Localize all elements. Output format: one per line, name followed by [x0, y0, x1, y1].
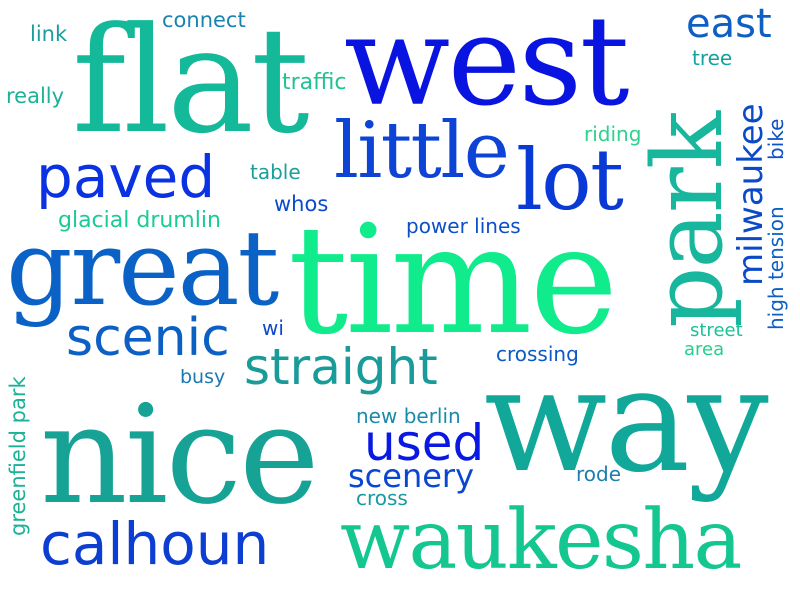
word-crossing: crossing [496, 342, 579, 366]
word-riding: riding [584, 122, 642, 146]
word-straight: straight [244, 338, 438, 396]
word-flat: flat [72, 0, 310, 166]
word-nice: nice [40, 377, 320, 535]
word-link: link [30, 22, 68, 46]
word-park: park [632, 112, 744, 328]
word-way: way [484, 336, 769, 504]
word-area: area [684, 339, 725, 360]
word-busy: busy [180, 366, 226, 388]
word-lot: lot [516, 131, 624, 229]
word-tree: tree [692, 46, 733, 70]
word-cross: cross [356, 486, 408, 510]
word-high-tension: high tension [764, 206, 788, 330]
word-street: street [690, 320, 743, 341]
word-milwaukee: milwaukee [731, 103, 771, 286]
word-great: great [6, 207, 279, 329]
word-connect: connect [162, 8, 246, 32]
word-glacial-drumlin: glacial drumlin [58, 208, 221, 233]
word-calhoun: calhoun [40, 510, 270, 578]
word-new-berlin: new berlin [356, 404, 461, 428]
word-wi: wi [262, 316, 284, 340]
word-little: little [334, 106, 510, 196]
word-power-lines: power lines [406, 214, 521, 238]
word-scenic: scenic [66, 308, 230, 368]
word-scenery: scenery [348, 457, 475, 495]
word-bike: bike [764, 118, 788, 160]
word-table: table [250, 160, 301, 184]
word-really: really [6, 84, 65, 108]
word-west: west [344, 0, 630, 134]
word-east: east [686, 1, 772, 47]
word-greenfield-park: greenfield park [6, 376, 30, 536]
word-paved: paved [36, 143, 216, 211]
word-waukesha: waukesha [340, 493, 742, 588]
word-time: time [288, 194, 618, 368]
word-used: used [364, 414, 485, 472]
word-rode: rode [576, 462, 622, 486]
word-whos: whos [274, 192, 329, 216]
word-traffic: traffic [282, 70, 347, 95]
